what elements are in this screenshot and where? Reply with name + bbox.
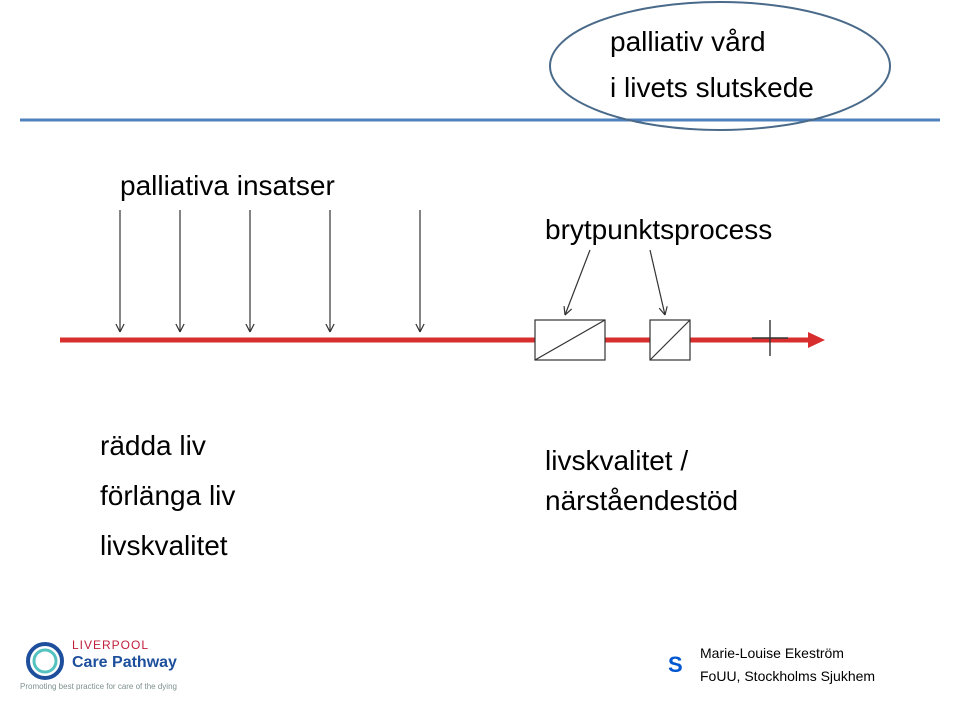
footer-org: FoUU, Stockholms Sjukhem <box>700 668 875 684</box>
lcp-sub: Promoting best practice for care of the … <box>20 682 177 691</box>
label-radda-liv: rädda liv <box>100 430 206 462</box>
footer-s-fragment: S <box>668 652 683 678</box>
label-forlanga-liv: förlänga liv <box>100 480 235 512</box>
lcp-bottom: Care Pathway <box>72 654 177 672</box>
label-brytpunktsprocess: brytpunktsprocess <box>545 214 772 246</box>
label-livskvalitet: livskvalitet <box>100 530 228 562</box>
lcp-top: LIVERPOOL <box>72 638 149 652</box>
footer-author: Marie-Louise Ekeström <box>700 645 844 661</box>
label-narstaendestod: närståendestöd <box>545 485 738 517</box>
title-line1: palliativ vård <box>610 26 766 58</box>
title-line2: i livets slutskede <box>610 72 814 104</box>
label-palliativa-insatser: palliativa insatser <box>120 170 335 202</box>
lcp-logo: LIVERPOOL Care Pathway Promoting best prac… <box>20 632 225 698</box>
label-livskvalitet-slash: livskvalitet / <box>545 445 688 477</box>
diagram-svg <box>0 0 960 716</box>
